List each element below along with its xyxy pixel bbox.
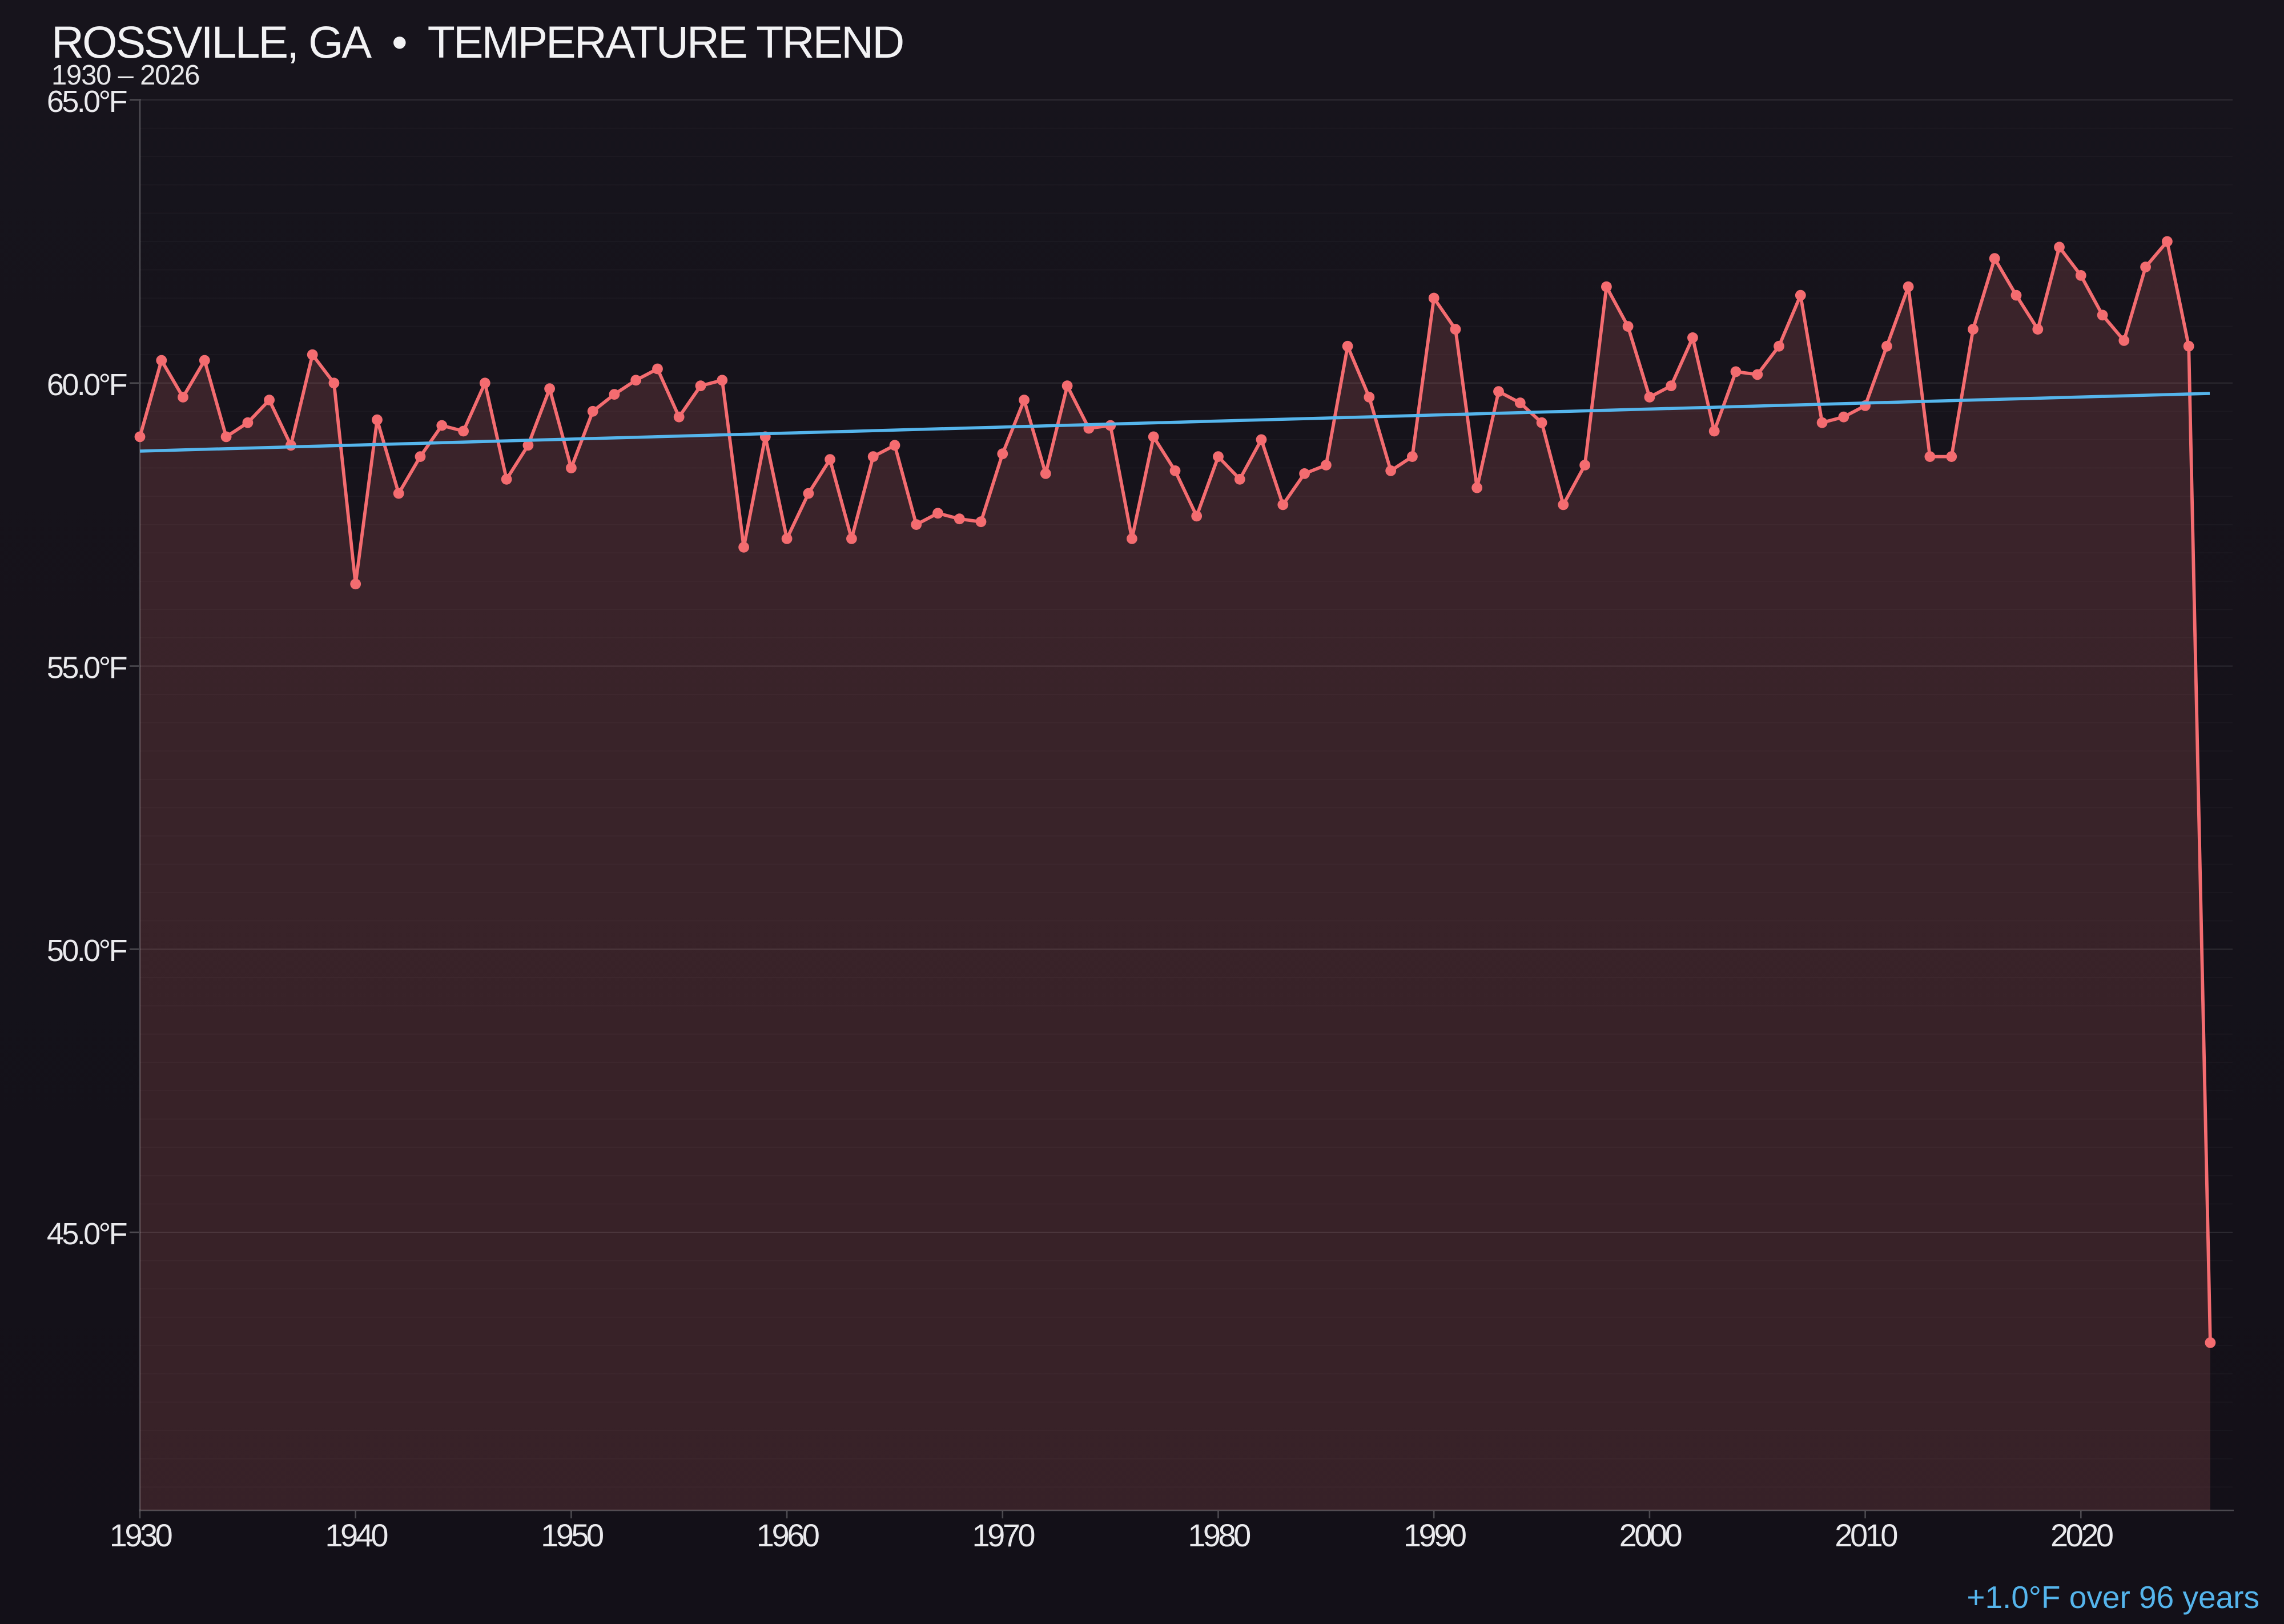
svg-text:2020: 2020 — [2050, 1517, 2113, 1553]
svg-text:1990: 1990 — [1404, 1517, 1466, 1553]
svg-text:60.0°F: 60.0°F — [47, 368, 127, 402]
svg-text:55.0°F: 55.0°F — [47, 651, 127, 685]
svg-text:2010: 2010 — [1835, 1517, 1897, 1553]
svg-text:1930 – 2026: 1930 – 2026 — [51, 60, 199, 91]
svg-text:1940: 1940 — [325, 1517, 387, 1553]
svg-text:45.0°F: 45.0°F — [47, 1217, 127, 1251]
svg-text:1970: 1970 — [972, 1517, 1035, 1553]
svg-text:50.0°F: 50.0°F — [47, 934, 127, 968]
svg-text:+1.0°F over 96 years: +1.0°F over 96 years — [1967, 1579, 2259, 1615]
svg-text:ROSSVILLE, GA • TEMPERATURE: ROSSVILLE, GA • TEMPERATURE TREND — [51, 17, 903, 67]
svg-text:1980: 1980 — [1188, 1517, 1250, 1553]
svg-text:1950: 1950 — [541, 1517, 603, 1553]
svg-text:2000: 2000 — [1619, 1517, 1682, 1553]
svg-text:1960: 1960 — [757, 1517, 819, 1553]
svg-text:65.0°F: 65.0°F — [47, 85, 127, 119]
svg-text:1930: 1930 — [110, 1517, 172, 1553]
